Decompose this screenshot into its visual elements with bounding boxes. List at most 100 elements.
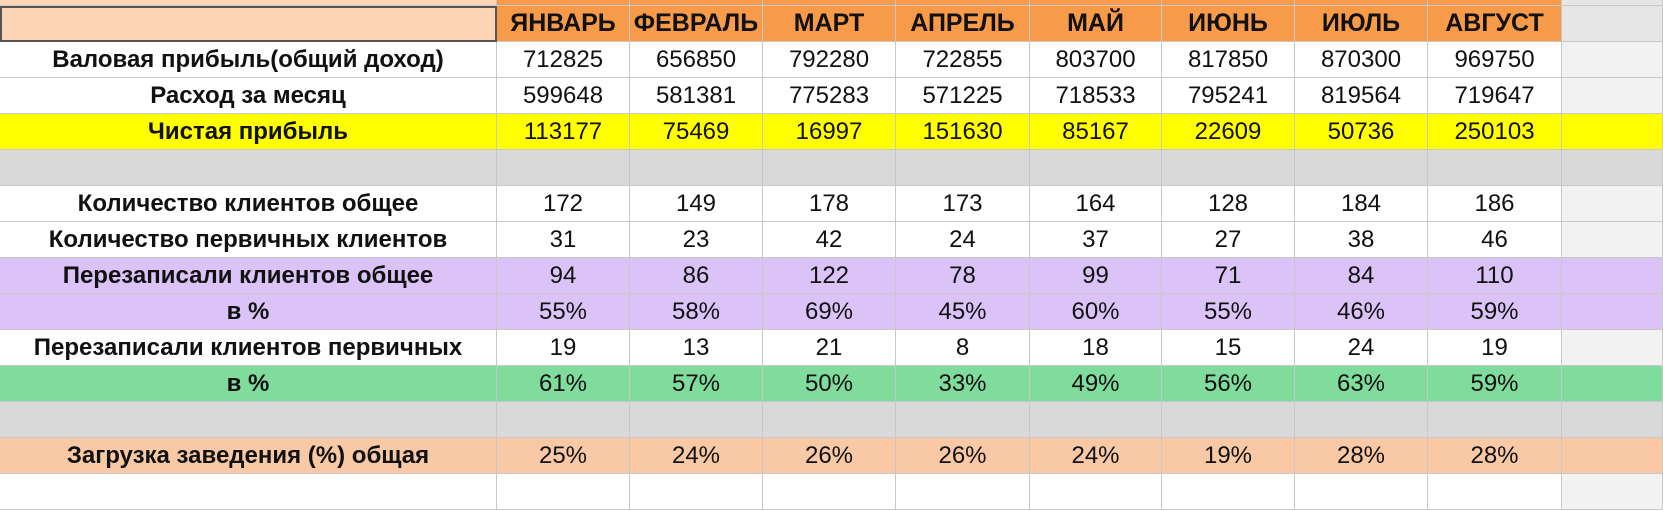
empty-cell [1030,150,1162,186]
empty-cell [1428,474,1562,510]
value-cell: 719647 [1428,78,1562,114]
empty-cell [1562,114,1663,150]
corner-cell [0,6,497,42]
month-header: АПРЕЛЬ [896,6,1030,42]
empty-cell [1162,474,1295,510]
partial-cell [896,0,1030,6]
empty-cell [1428,150,1562,186]
empty-cell [763,150,896,186]
empty-cell [763,402,896,438]
month-header: ЯНВАРЬ [497,6,630,42]
row-label: Количество клиентов общее [0,186,497,222]
empty-cell [1562,258,1663,294]
value-cell: 26% [896,438,1030,474]
value-cell: 571225 [896,78,1030,114]
empty-cell [0,402,497,438]
value-cell: 85167 [1030,114,1162,150]
partial-cell [1162,0,1295,6]
row-label: Валовая прибыль(общий доход) [0,42,497,78]
value-cell: 63% [1295,366,1428,402]
month-header: МАЙ [1030,6,1162,42]
empty-cell [630,474,763,510]
empty-cell [497,150,630,186]
row-label: в % [0,294,497,330]
value-cell: 69% [763,294,896,330]
value-cell: 59% [1428,366,1562,402]
value-cell: 24 [1295,330,1428,366]
empty-cell [1562,186,1663,222]
row-label: в % [0,366,497,402]
value-cell: 57% [630,366,763,402]
value-cell: 24 [896,222,1030,258]
empty-cell [497,402,630,438]
row-label: Чистая прибыль [0,114,497,150]
row-label: Количество первичных клиентов [0,222,497,258]
value-cell: 75469 [630,114,763,150]
empty-cell [1428,402,1562,438]
empty-cell [1562,222,1663,258]
partial-cell [497,0,630,6]
value-cell: 25% [497,438,630,474]
empty-cell [1562,150,1663,186]
value-cell: 45% [896,294,1030,330]
value-cell: 28% [1295,438,1428,474]
value-cell: 31 [497,222,630,258]
empty-cell [1030,474,1162,510]
partial-cell [763,0,896,6]
row-label: Загрузка заведения (%) общая [0,438,497,474]
value-cell: 164 [1030,186,1162,222]
value-cell: 50736 [1295,114,1428,150]
empty-cell [1562,294,1663,330]
value-cell: 795241 [1162,78,1295,114]
empty-cell [1162,402,1295,438]
value-cell: 37 [1030,222,1162,258]
value-cell: 803700 [1030,42,1162,78]
empty-cell [1562,6,1663,42]
empty-cell [1562,42,1663,78]
value-cell: 16997 [763,114,896,150]
month-header: ИЮЛЬ [1295,6,1428,42]
value-cell: 110 [1428,258,1562,294]
value-cell: 18 [1030,330,1162,366]
value-cell: 819564 [1295,78,1428,114]
value-cell: 21 [763,330,896,366]
empty-cell [1562,78,1663,114]
value-cell: 656850 [630,42,763,78]
value-cell: 15 [1162,330,1295,366]
value-cell: 19 [1428,330,1562,366]
value-cell: 186 [1428,186,1562,222]
value-cell: 817850 [1162,42,1295,78]
value-cell: 38 [1295,222,1428,258]
value-cell: 718533 [1030,78,1162,114]
value-cell: 24% [630,438,763,474]
empty-cell [497,474,630,510]
value-cell: 969750 [1428,42,1562,78]
month-header: ФЕВРАЛЬ [630,6,763,42]
empty-cell [630,150,763,186]
partial-cell [630,0,763,6]
partial-cell [1428,0,1562,6]
empty-cell [1562,438,1663,474]
value-cell: 50% [763,366,896,402]
partial-cell [0,0,497,6]
value-cell: 122 [763,258,896,294]
value-cell: 250103 [1428,114,1562,150]
empty-cell [1030,402,1162,438]
value-cell: 42 [763,222,896,258]
value-cell: 59% [1428,294,1562,330]
value-cell: 84 [1295,258,1428,294]
value-cell: 13 [630,330,763,366]
empty-cell [1295,150,1428,186]
row-label: Расход за месяц [0,78,497,114]
value-cell: 113177 [497,114,630,150]
value-cell: 56% [1162,366,1295,402]
row-label: Перезаписали клиентов первичных [0,330,497,366]
empty-cell [1162,150,1295,186]
value-cell: 24% [1030,438,1162,474]
empty-cell [0,474,497,510]
empty-cell [896,474,1030,510]
value-cell: 149 [630,186,763,222]
empty-cell [1295,474,1428,510]
value-cell: 184 [1295,186,1428,222]
partial-cell [1030,0,1162,6]
